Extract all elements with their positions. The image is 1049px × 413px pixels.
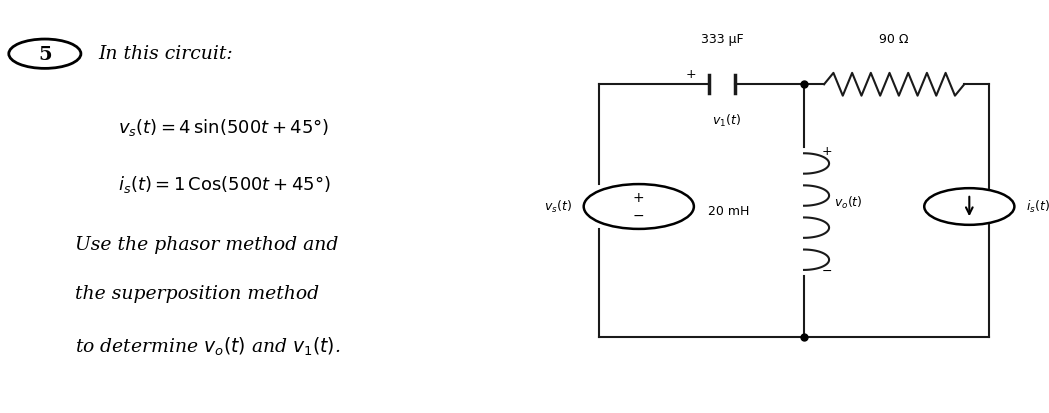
Text: In this circuit:: In this circuit: (98, 45, 233, 63)
Text: +: + (633, 190, 644, 204)
Text: the superposition method: the superposition method (74, 285, 319, 303)
Text: $v_s(t)$: $v_s(t)$ (543, 199, 572, 214)
Text: $v_1(t)$: $v_1(t)$ (712, 113, 742, 129)
Text: $i_s(t)$: $i_s(t)$ (1026, 199, 1049, 214)
Text: $v_s(t) = 4\,\sin(500t + 45°)$: $v_s(t) = 4\,\sin(500t + 45°)$ (117, 116, 329, 138)
Text: 333 μF: 333 μF (701, 33, 744, 45)
Text: 90 Ω: 90 Ω (879, 33, 908, 45)
Text: +: + (822, 145, 833, 158)
Text: Use the phasor method and: Use the phasor method and (74, 236, 338, 254)
Text: to determine $v_o(t)$ and $v_1(t)$.: to determine $v_o(t)$ and $v_1(t)$. (74, 336, 340, 358)
Text: $v_o(t)$: $v_o(t)$ (834, 195, 862, 211)
Text: 20 mH: 20 mH (708, 205, 749, 218)
Text: $i_s(t) = 1\,\mathrm{Cos}(500t + 45°)$: $i_s(t) = 1\,\mathrm{Cos}(500t + 45°)$ (117, 173, 330, 195)
Text: 5: 5 (38, 45, 51, 64)
Text: −: − (633, 209, 644, 223)
Text: −: − (822, 265, 833, 278)
Text: +: + (686, 68, 697, 81)
